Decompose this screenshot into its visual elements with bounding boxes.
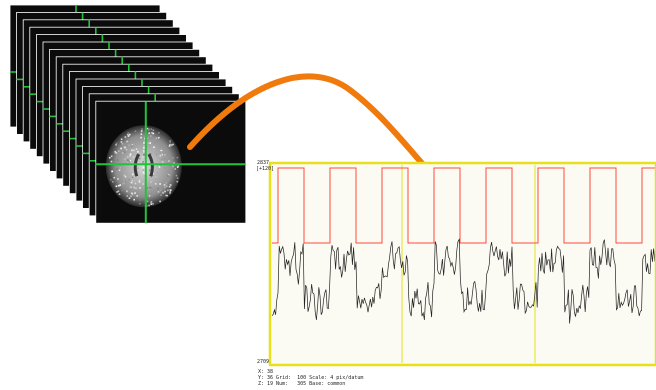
voxel-x-readout: X: 38 <box>258 369 274 375</box>
voxel-z-num-readout: Z: 19 Num: 305 Base: common <box>258 381 346 387</box>
voxel-signal-trace <box>271 238 656 324</box>
brain-slice-stack[interactable] <box>9 4 247 224</box>
task-waveform <box>272 167 656 244</box>
voxel-y-grid-readout: Y: 36 Grid: 100 Scale: 4 pix/datum <box>258 375 364 381</box>
plot-background <box>270 163 656 365</box>
front-slice <box>95 100 247 224</box>
plot-frame <box>268 161 656 367</box>
y-max-sub-label: [+120] <box>256 166 275 172</box>
time-series-plot[interactable] <box>268 161 656 367</box>
y-min-label: 2709 <box>257 359 270 365</box>
y-max-label: 2837 <box>257 160 270 166</box>
